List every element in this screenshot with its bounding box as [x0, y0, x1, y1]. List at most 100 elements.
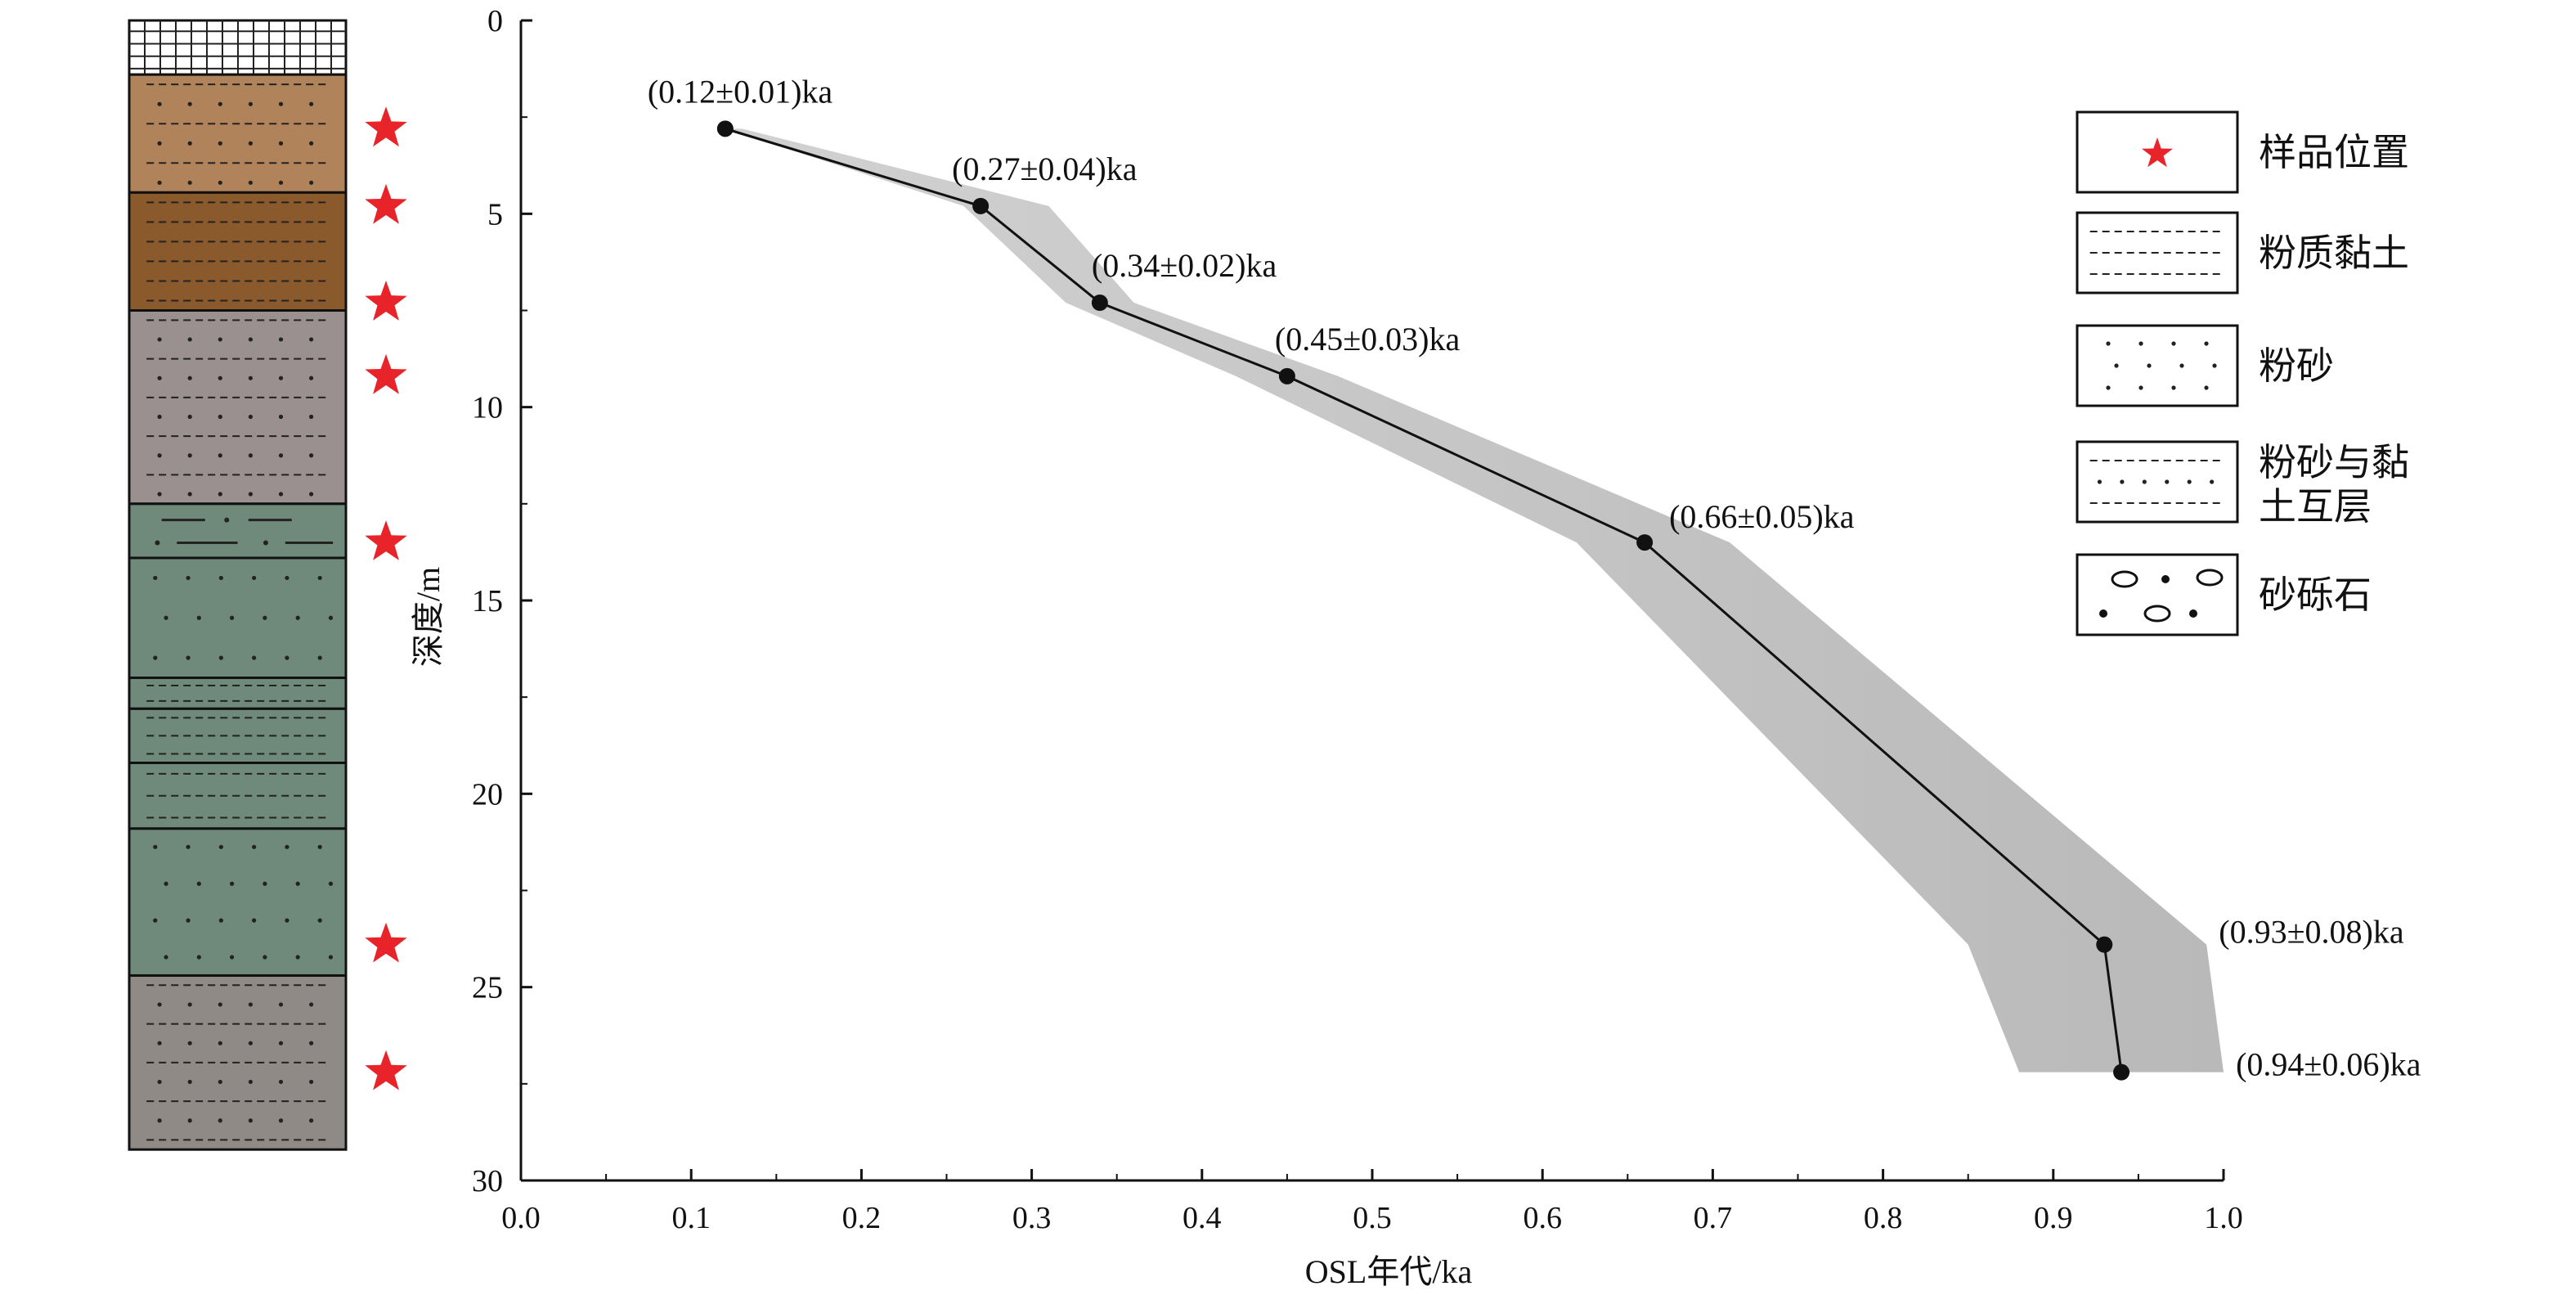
pattern-dot: [218, 844, 223, 849]
x-tick-label: 1.0: [2204, 1201, 2243, 1235]
pattern-dot: [2120, 479, 2125, 484]
pattern-dot: [263, 881, 267, 886]
chart-axes: 0.0 0.1 0.2 0.3 0.4 0.5 0.6 0.7 0.8 0.9 1.0 0 5 10 15…: [410, 4, 2243, 1290]
pattern-dot: [157, 375, 162, 380]
pattern-dot: [278, 1118, 284, 1123]
pattern-dot: [252, 844, 257, 849]
data-label: (0.27±0.04)ka: [952, 151, 1138, 187]
sample-star-icon: [365, 520, 407, 560]
data-point: [972, 197, 990, 214]
x-tick-label: 0.9: [2034, 1201, 2073, 1235]
pattern-dot: [157, 492, 162, 497]
data-label: (0.12±0.01)ka: [648, 73, 833, 110]
pattern-dot: [278, 101, 284, 106]
pattern-dot: [187, 414, 192, 420]
legend-star: [2142, 137, 2173, 168]
pattern-dot: [187, 141, 192, 146]
legend-label: 粉砂: [2259, 345, 2334, 387]
pattern-dot: [218, 180, 222, 185]
pattern-dot: [218, 918, 223, 923]
sample-star-icon: [365, 922, 407, 963]
pattern-dot: [2147, 363, 2152, 368]
pattern-pebble: [2143, 605, 2171, 623]
pattern-dot: [157, 337, 162, 342]
pattern-dot: [328, 955, 334, 960]
x-tick-label: 0.7: [1694, 1201, 1733, 1235]
pattern-dot: [153, 918, 158, 923]
pattern-dot: [157, 1041, 162, 1045]
dots-pattern-icon: [2106, 341, 2217, 390]
pattern-dot: [2210, 479, 2215, 484]
data-point: [1278, 367, 1295, 384]
pattern-dot: [309, 1118, 314, 1123]
pattern-dot: [2179, 363, 2184, 368]
pattern-dot: [248, 1079, 253, 1085]
sample-star-icon: [365, 1050, 407, 1090]
pattern-dot: [186, 655, 191, 660]
pattern-dot: [218, 1118, 222, 1123]
dash-dot-lines-pattern-icon: [2089, 460, 2225, 504]
pattern-dot: [187, 453, 192, 458]
pattern-dot: [157, 101, 162, 106]
pattern-dot: [285, 918, 289, 923]
legend-entry: 粉砂: [2076, 324, 2334, 407]
pattern-dot: [2161, 575, 2170, 583]
x-tick-label: 0.3: [1012, 1201, 1052, 1235]
pattern-dot: [230, 881, 235, 886]
pattern-dot: [186, 844, 191, 849]
pattern-dot: [278, 180, 284, 185]
pattern-dot: [328, 881, 334, 886]
pattern-dot: [309, 1041, 314, 1045]
pattern-dot: [263, 615, 267, 620]
dashed-lines-pattern-icon: [2089, 231, 2225, 275]
data-point: [2113, 1063, 2130, 1081]
pattern-dot: [2106, 385, 2111, 390]
pattern-dot: [248, 101, 253, 106]
pattern-dot: [153, 844, 158, 849]
legend-label-line2: 土互层: [2259, 486, 2372, 528]
pattern-dot: [309, 141, 314, 146]
data-label: (0.45±0.03)ka: [1275, 321, 1461, 357]
sample-star-icon: [365, 106, 407, 147]
pattern-pebble: [2196, 569, 2224, 587]
pattern-dot: [157, 453, 162, 458]
legend-label: 粉质黏土: [2259, 232, 2409, 274]
pattern-dot: [248, 453, 253, 458]
x-tick-label: 0.5: [1353, 1201, 1392, 1235]
pattern-dot: [218, 101, 222, 106]
pattern-dot: [263, 955, 267, 960]
pattern-dot: [218, 492, 222, 497]
y-tick-label: 5: [487, 197, 503, 232]
pattern-dot: [309, 414, 314, 420]
column-layer: [128, 973, 348, 1151]
pattern-dot: [263, 540, 268, 546]
data-label: (0.94±0.06)ka: [2236, 1046, 2421, 1083]
pattern-dot: [252, 918, 257, 923]
pattern-dot: [285, 655, 289, 660]
y-tick-label: 0: [487, 4, 503, 38]
sample-star-icon: [365, 281, 407, 321]
pattern-dot: [164, 615, 168, 620]
pattern-dot: [2171, 385, 2176, 390]
stratigraphic-column: [128, 19, 348, 1151]
pattern-dot: [2204, 341, 2209, 346]
pattern-dot: [295, 881, 300, 886]
pattern-dot: [230, 955, 235, 960]
pattern-dot: [187, 1079, 192, 1085]
sample-position-stars: [365, 106, 407, 1090]
column-layer-fill: [128, 827, 348, 977]
pattern-dot: [187, 1002, 192, 1007]
column-layer-fill: [128, 502, 348, 560]
column-layer: [128, 677, 348, 710]
column-layer: [128, 309, 348, 506]
legend-label: 砂砾石: [2259, 574, 2372, 616]
pattern-dot: [153, 655, 158, 660]
pattern-dot: [317, 575, 322, 581]
pattern-dot: [278, 453, 284, 458]
x-ticks: 0.0 0.1 0.2 0.3 0.4 0.5 0.6 0.7 0.8 0.9 1.0: [501, 1169, 2243, 1235]
pattern-dot: [2189, 609, 2197, 618]
column-layer: [128, 502, 348, 560]
pattern-dot: [187, 1041, 192, 1045]
pattern-dot: [317, 655, 322, 660]
